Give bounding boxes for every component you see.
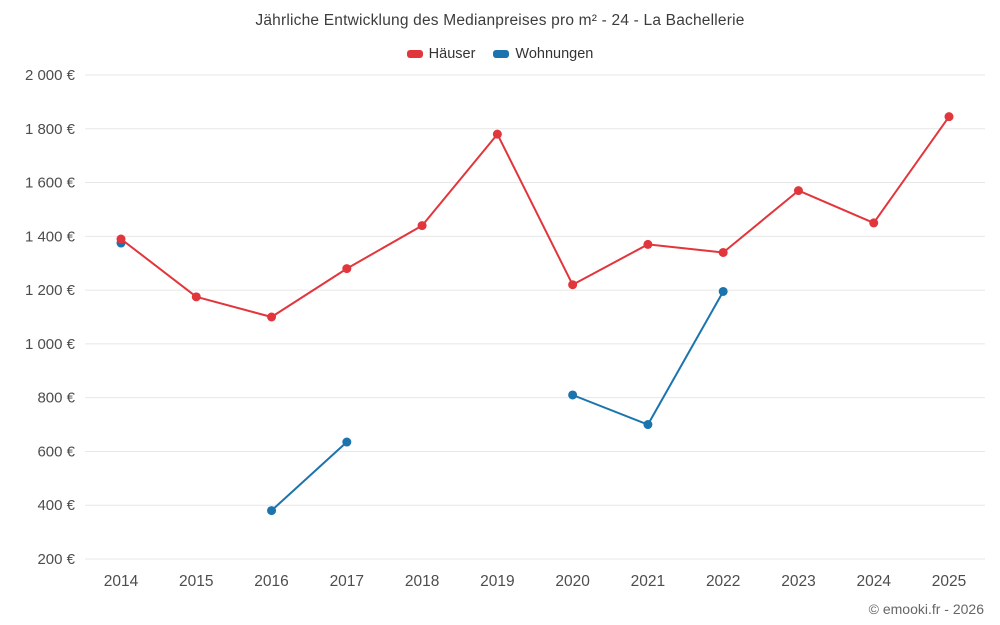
- data-point-h-user[interactable]: [944, 112, 954, 122]
- chart-title: Jährliche Entwicklung des Medianpreises …: [255, 12, 745, 29]
- credit-text: © emooki.fr - 2026: [868, 601, 984, 617]
- y-tick-label: 1 600 €: [25, 175, 76, 192]
- x-tick-label: 2015: [179, 573, 213, 590]
- y-tick-label: 800 €: [37, 390, 75, 407]
- x-tick-label: 2014: [104, 573, 139, 590]
- data-point-h-user[interactable]: [718, 247, 728, 257]
- data-point-h-user[interactable]: [267, 312, 277, 322]
- y-tick-label: 1 200 €: [25, 282, 76, 299]
- y-tick-label: 400 €: [37, 497, 75, 514]
- x-tick-label: 2016: [254, 573, 288, 590]
- legend-label-wohnungen: Wohnungen: [515, 46, 594, 62]
- data-point-wohnungen[interactable]: [568, 390, 578, 400]
- data-point-h-user[interactable]: [643, 239, 653, 249]
- x-tick-label: 2020: [555, 573, 590, 590]
- data-point-wohnungen[interactable]: [267, 506, 277, 516]
- y-tick-label: 1 400 €: [25, 228, 76, 245]
- data-point-h-user[interactable]: [417, 221, 427, 231]
- hauser-series-swatch: [406, 50, 423, 58]
- data-point-h-user[interactable]: [492, 129, 502, 139]
- x-tick-label: 2025: [932, 573, 966, 590]
- x-tick-label: 2019: [480, 573, 514, 590]
- legend-label-hauser: Häuser: [428, 46, 476, 62]
- x-tick-label: 2017: [330, 573, 364, 590]
- x-tick-label: 2021: [631, 573, 665, 590]
- x-tick-label: 2024: [856, 573, 891, 590]
- data-point-h-user[interactable]: [793, 186, 803, 196]
- wohnungen-series-swatch: [493, 50, 510, 58]
- x-tick-label: 2022: [706, 573, 740, 590]
- data-point-wohnungen[interactable]: [342, 437, 352, 447]
- y-tick-label: 2 000 €: [25, 67, 76, 84]
- legend: Häuser Wohnungen: [0, 46, 1000, 62]
- data-point-h-user[interactable]: [568, 280, 578, 290]
- series-line-h-user: [120, 115, 950, 318]
- y-tick-label: 200 €: [37, 551, 75, 568]
- data-point-h-user[interactable]: [342, 264, 352, 274]
- y-tick-label: 600 €: [37, 443, 75, 460]
- data-point-h-user[interactable]: [116, 234, 126, 244]
- series-line-wohnungen: [270, 441, 348, 512]
- data-point-wohnungen[interactable]: [643, 420, 653, 430]
- data-point-wohnungen[interactable]: [718, 286, 728, 296]
- y-tick-label: 1 800 €: [25, 121, 76, 138]
- y-tick-label: 1 000 €: [25, 336, 76, 353]
- data-point-h-user[interactable]: [191, 292, 201, 302]
- series-line-wohnungen: [571, 290, 725, 426]
- x-tick-label: 2023: [781, 573, 815, 590]
- legend-item-wohnungen[interactable]: Wohnungen: [493, 46, 593, 62]
- data-point-h-user[interactable]: [869, 218, 879, 228]
- legend-item-hauser[interactable]: Häuser: [406, 46, 476, 62]
- x-tick-label: 2018: [405, 573, 439, 590]
